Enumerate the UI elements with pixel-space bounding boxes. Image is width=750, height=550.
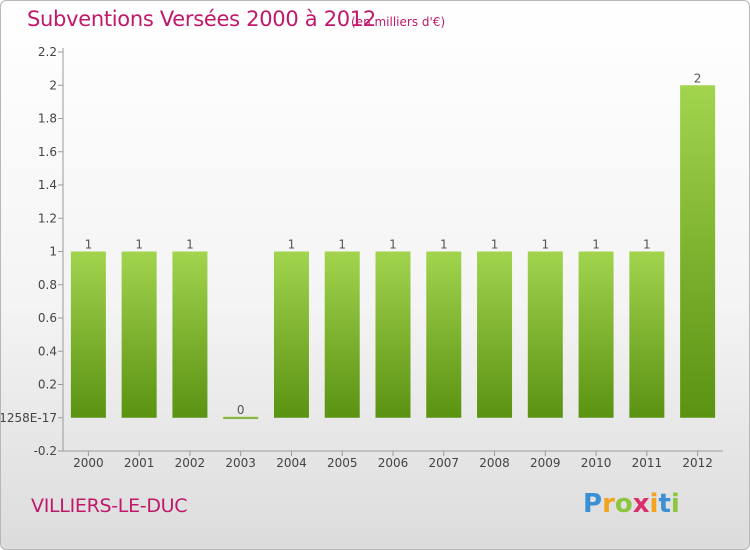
y-tick-label: 1.6	[38, 145, 57, 159]
y-tick-label: 2	[49, 78, 57, 92]
data-label: 1	[186, 238, 194, 252]
bar-2005	[324, 251, 360, 418]
y-tick-label: 5.5511151231258E-17	[1, 411, 57, 425]
y-tick-label: 1.2	[38, 211, 57, 225]
x-tick-label: 2012	[682, 456, 713, 470]
x-tick-label: 2004	[276, 456, 307, 470]
data-label: 1	[135, 238, 143, 252]
y-tick-label: 0.4	[38, 344, 57, 358]
data-label: 1	[85, 238, 93, 252]
x-tick-label: 2003	[225, 456, 256, 470]
y-tick-label: -0.2	[34, 444, 57, 458]
y-tick-label: 1.4	[38, 178, 57, 192]
bar-2007	[426, 251, 462, 418]
bar-2011	[629, 251, 665, 418]
bar-2002	[172, 251, 208, 418]
x-tick-label: 2011	[632, 456, 663, 470]
y-tick-label: 0.2	[38, 378, 57, 392]
x-tick-label: 2010	[581, 456, 612, 470]
x-tick-label: 2007	[428, 456, 459, 470]
bar-2006	[375, 251, 411, 418]
data-label: 1	[288, 238, 296, 252]
x-tick-label: 2005	[327, 456, 358, 470]
x-tick-label: 2000	[73, 456, 104, 470]
commune-name: VILLIERS-LE-DUC	[31, 495, 188, 517]
y-tick-label: 2.2	[38, 45, 57, 59]
data-label: 1	[440, 238, 448, 252]
bar-2000	[70, 251, 106, 418]
x-tick-label: 2001	[124, 456, 155, 470]
proxiti-logo[interactable]: Proxiti	[583, 489, 680, 519]
data-label: 1	[338, 238, 346, 252]
chart-subtitle: (en milliers d'€)	[351, 15, 446, 29]
bar-2004	[273, 251, 309, 418]
x-tick-label: 2006	[378, 456, 409, 470]
data-label: 1	[592, 238, 600, 252]
data-label: 1	[541, 238, 549, 252]
bar-2003	[223, 416, 259, 419]
data-label: 1	[491, 238, 499, 252]
x-tick-label: 2009	[530, 456, 561, 470]
data-label: 0	[237, 403, 245, 417]
y-tick-label: 1	[49, 245, 57, 259]
y-tick-label: 0.8	[38, 278, 57, 292]
bar-2008	[477, 251, 513, 418]
data-label: 2	[694, 71, 702, 85]
y-tick-label: 0.6	[38, 311, 57, 325]
chart-title: Subventions Versées 2000 à 2012	[27, 7, 376, 31]
data-label: 1	[643, 238, 651, 252]
bar-2010	[578, 251, 614, 418]
bar-2012	[680, 85, 716, 418]
bar-2009	[527, 251, 563, 418]
x-tick-label: 2008	[479, 456, 510, 470]
data-label: 1	[389, 238, 397, 252]
x-tick-label: 2002	[175, 456, 206, 470]
y-tick-label: 1.8	[38, 112, 57, 126]
bar-2001	[121, 251, 157, 418]
